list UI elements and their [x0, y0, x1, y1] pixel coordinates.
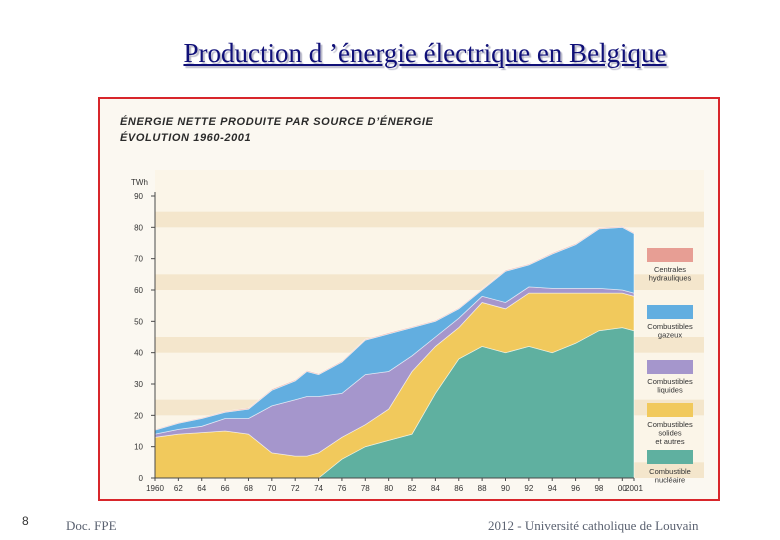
- legend-swatch: [647, 360, 693, 374]
- x-tick-label: 80: [384, 484, 393, 493]
- y-tick-label: 30: [134, 380, 143, 389]
- x-tick-label: 2001: [625, 484, 643, 493]
- y-axis-label: TWh: [131, 178, 148, 187]
- grid-band: [155, 211, 704, 228]
- x-tick-label: 74: [314, 484, 323, 493]
- chart-subtitle: ÉVOLUTION 1960-2001: [120, 132, 252, 144]
- y-tick-label: 10: [134, 443, 143, 452]
- y-tick-label: 90: [134, 192, 143, 201]
- y-tick-label: 80: [134, 223, 143, 232]
- y-tick-label: 60: [134, 286, 143, 295]
- x-tick-label: 62: [174, 484, 183, 493]
- affiliation-note: 2012 - Université catholique de Louvain: [488, 518, 699, 533]
- legend-swatch: [647, 403, 693, 417]
- x-tick-label: 82: [408, 484, 417, 493]
- y-tick-label: 70: [134, 255, 143, 264]
- y-tick-label: 0: [139, 474, 144, 483]
- legend-label: Combustibles liquides: [647, 377, 693, 395]
- x-tick-label: 86: [454, 484, 463, 493]
- legend-swatch: [647, 305, 693, 319]
- x-tick-label: 92: [524, 484, 533, 493]
- legend-swatch: [647, 248, 693, 262]
- x-tick-label: 90: [501, 484, 510, 493]
- x-tick-label: 94: [548, 484, 557, 493]
- x-tick-label: 64: [197, 484, 206, 493]
- y-tick-label: 20: [134, 411, 143, 420]
- x-tick-label: 88: [478, 484, 487, 493]
- x-tick-label: 76: [337, 484, 346, 493]
- x-tick-label: 72: [291, 484, 300, 493]
- legend-label: Combustibles solides et autres: [647, 420, 693, 446]
- x-tick-label: 00: [618, 484, 627, 493]
- y-tick-label: 50: [134, 317, 143, 326]
- x-tick-label: 68: [244, 484, 253, 493]
- x-tick-label: 98: [594, 484, 603, 493]
- slide-title: Production d ’énergie électrique en Belg…: [183, 38, 667, 68]
- x-tick-label: 84: [431, 484, 440, 493]
- legend-label: Combustibles gazeux: [647, 322, 693, 340]
- page-number: 8: [22, 514, 29, 528]
- chart-title: ÉNERGIE NETTE PRODUITE PAR SOURCE D’ÉNER…: [120, 116, 434, 128]
- x-tick-label: 96: [571, 484, 580, 493]
- series-area: [154, 225, 635, 431]
- y-tick-label: 40: [134, 349, 143, 358]
- legend-label: Centrales hydrauliques: [649, 265, 692, 283]
- source-note: Doc. FPE: [66, 518, 117, 533]
- x-tick-label: 70: [267, 484, 276, 493]
- legend-swatch: [647, 450, 693, 464]
- x-tick-label: 1960: [146, 484, 164, 493]
- legend-label: Combustible nucléaire: [649, 467, 691, 485]
- x-tick-label: 66: [221, 484, 230, 493]
- x-tick-label: 78: [361, 484, 370, 493]
